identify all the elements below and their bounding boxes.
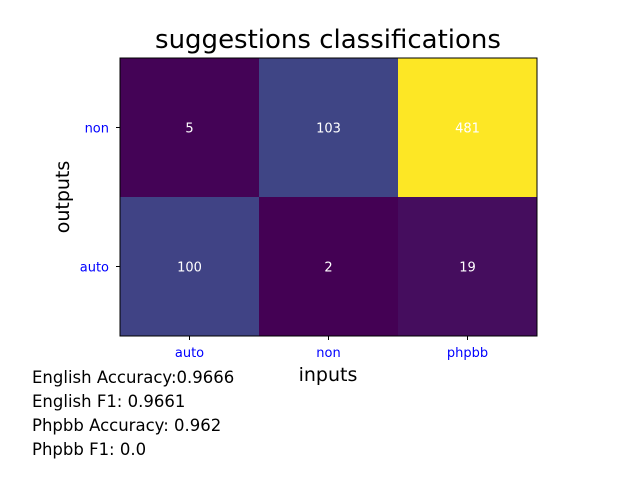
cell-value-label: 481 xyxy=(455,122,480,137)
english-accuracy-text: English Accuracy:0.9666 xyxy=(32,368,235,387)
x-axis-label: inputs xyxy=(299,364,358,386)
metrics-panel: English Accuracy:0.9666 English F1: 0.96… xyxy=(32,366,234,462)
cell-value-label: 5 xyxy=(185,122,193,137)
heatmap-cell xyxy=(120,197,260,337)
heatmap-cell-labels: 5 103 481 100 2 19 xyxy=(177,122,480,276)
heatmap-cell xyxy=(259,58,399,198)
phpbb-f1-text: Phpbb F1: 0.0 xyxy=(32,440,147,459)
heatmap-cell xyxy=(398,197,538,337)
y-tick-label: non xyxy=(85,122,109,137)
heatmap-cells xyxy=(120,58,538,337)
x-axis-ticks: auto non phpbb xyxy=(175,336,488,361)
heatmap-cell xyxy=(259,197,399,337)
y-axis-ticks: non auto xyxy=(80,122,120,276)
x-tick-label: phpbb xyxy=(447,346,488,361)
phpbb-accuracy-text: Phpbb Accuracy: 0.962 xyxy=(32,416,222,435)
english-f1-text: English F1: 0.9661 xyxy=(32,392,186,411)
x-tick-label: non xyxy=(316,346,340,361)
chart-title: suggestions classifications xyxy=(155,25,501,55)
cell-value-label: 103 xyxy=(316,122,341,137)
y-tick-label: auto xyxy=(80,261,109,276)
y-axis-label: outputs xyxy=(52,161,74,234)
cell-value-label: 2 xyxy=(324,261,332,276)
x-tick-label: auto xyxy=(175,346,204,361)
heatmap-cell xyxy=(120,58,260,198)
cell-value-label: 100 xyxy=(177,261,202,276)
heatmap-cell xyxy=(398,58,538,198)
cell-value-label: 19 xyxy=(459,261,476,276)
